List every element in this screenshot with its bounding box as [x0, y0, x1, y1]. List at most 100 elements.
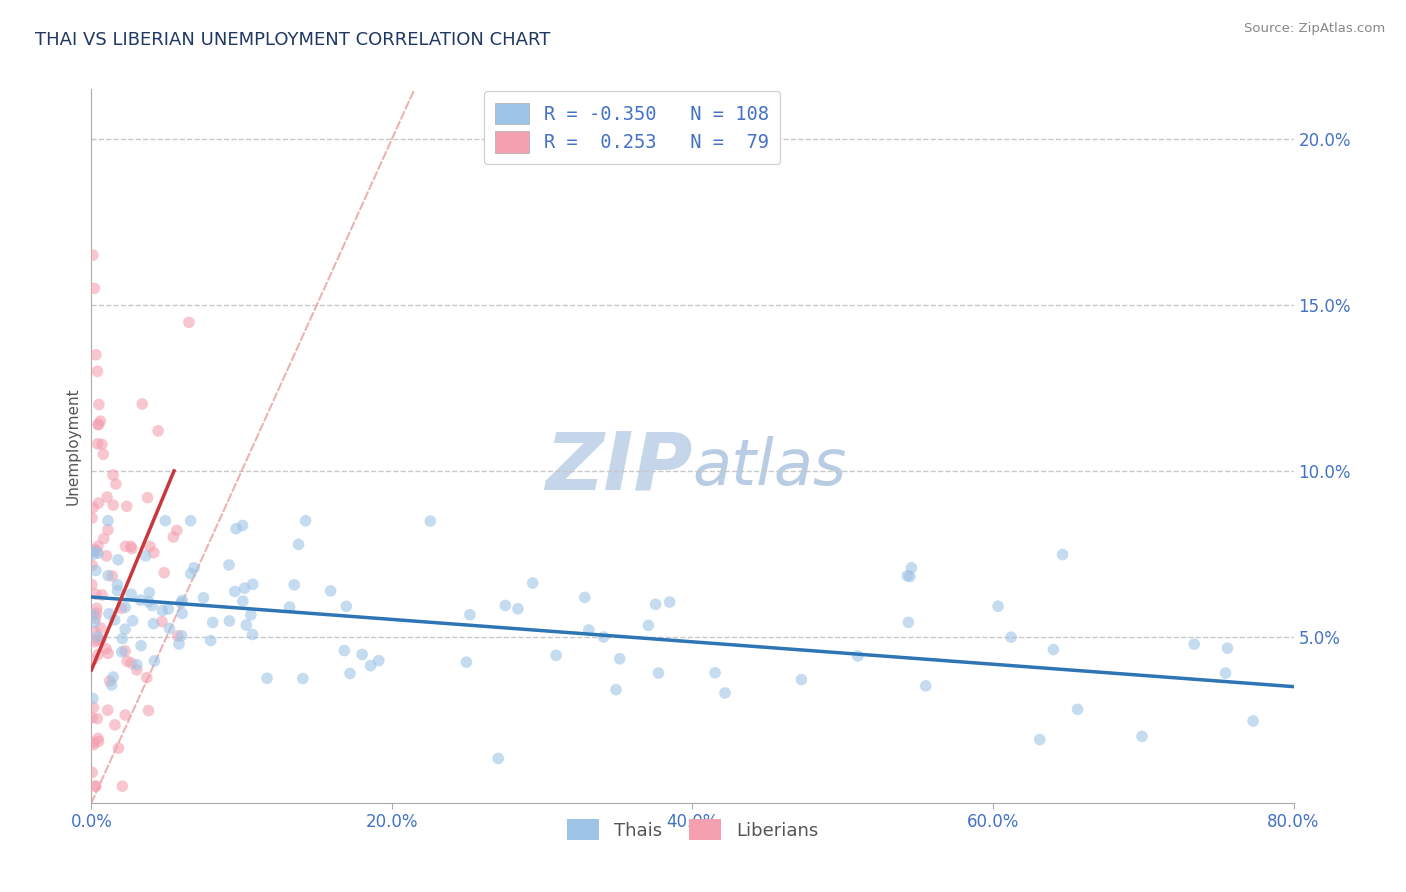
Point: [898, 569, 921, 583]
Point: [131, 397, 153, 411]
Point: [1042, 642, 1064, 657]
Point: [200, 633, 222, 648]
Point: [138, 585, 160, 599]
Point: [900, 560, 922, 574]
Point: [86, 364, 108, 378]
Point: [790, 673, 813, 687]
Point: [242, 577, 264, 591]
Point: [578, 623, 600, 637]
Point: [83, 735, 105, 749]
Point: [335, 599, 357, 614]
Point: [82, 691, 104, 706]
Text: ZIP: ZIP: [546, 428, 692, 507]
Point: [150, 615, 173, 629]
Point: [82, 711, 104, 725]
Point: [239, 607, 262, 622]
Point: [86, 437, 108, 451]
Point: [87, 648, 110, 662]
Text: THAI VS LIBERIAN UNEMPLOYMENT CORRELATION CHART: THAI VS LIBERIAN UNEMPLOYMENT CORRELATIO…: [35, 31, 551, 49]
Point: [114, 540, 136, 554]
Point: [86, 633, 108, 648]
Point: [82, 700, 104, 714]
Point: [1052, 548, 1074, 562]
Text: atlas: atlas: [692, 436, 846, 499]
Point: [96, 490, 118, 504]
Point: [1215, 666, 1237, 681]
Point: [172, 607, 194, 621]
Point: [287, 537, 309, 551]
Point: [89, 414, 111, 428]
Point: [166, 524, 188, 538]
Point: [142, 546, 165, 560]
Point: [83, 281, 105, 295]
Point: [101, 569, 124, 583]
Point: [121, 614, 143, 628]
Point: [120, 587, 142, 601]
Point: [90, 621, 112, 635]
Point: [235, 618, 257, 632]
Point: [91, 588, 114, 602]
Point: [104, 613, 127, 627]
Point: [97, 523, 120, 537]
Point: [83, 738, 105, 752]
Point: [136, 491, 159, 505]
Point: [1066, 702, 1088, 716]
Point: [86, 630, 108, 644]
Point: [84, 544, 107, 558]
Point: [278, 600, 301, 615]
Point: [90, 632, 112, 647]
Point: [142, 616, 165, 631]
Point: [121, 541, 143, 556]
Point: [86, 712, 108, 726]
Point: [87, 417, 110, 432]
Point: [162, 530, 184, 544]
Point: [93, 447, 115, 461]
Point: [129, 593, 152, 607]
Point: [120, 539, 142, 553]
Point: [84, 624, 107, 639]
Point: [167, 637, 190, 651]
Point: [637, 618, 659, 632]
Point: [101, 498, 124, 512]
Y-axis label: Unemployment: Unemployment: [65, 387, 80, 505]
Point: [98, 673, 121, 688]
Point: [82, 500, 104, 515]
Point: [183, 560, 205, 574]
Point: [83, 634, 105, 648]
Point: [114, 622, 136, 636]
Point: [193, 591, 215, 605]
Point: [143, 654, 166, 668]
Point: [224, 584, 246, 599]
Point: [125, 663, 148, 677]
Text: Source: ZipAtlas.com: Source: ZipAtlas.com: [1244, 22, 1385, 36]
Point: [159, 622, 181, 636]
Point: [107, 553, 129, 567]
Point: [256, 671, 278, 685]
Point: [97, 568, 120, 582]
Point: [82, 544, 104, 558]
Point: [105, 578, 128, 592]
Point: [1000, 630, 1022, 644]
Point: [166, 629, 188, 643]
Point: [177, 315, 200, 329]
Point: [111, 632, 134, 646]
Point: [333, 643, 356, 657]
Point: [86, 606, 108, 620]
Point: [107, 583, 129, 598]
Point: [93, 532, 115, 546]
Point: [647, 666, 669, 681]
Point: [714, 686, 737, 700]
Point: [84, 779, 107, 793]
Point: [82, 653, 104, 667]
Point: [111, 779, 134, 793]
Point: [96, 549, 118, 563]
Point: [115, 654, 138, 668]
Point: [80, 511, 103, 525]
Point: [242, 627, 264, 641]
Point: [1028, 732, 1050, 747]
Point: [506, 601, 529, 615]
Point: [231, 518, 253, 533]
Point: [419, 514, 441, 528]
Point: [367, 654, 389, 668]
Point: [107, 741, 129, 756]
